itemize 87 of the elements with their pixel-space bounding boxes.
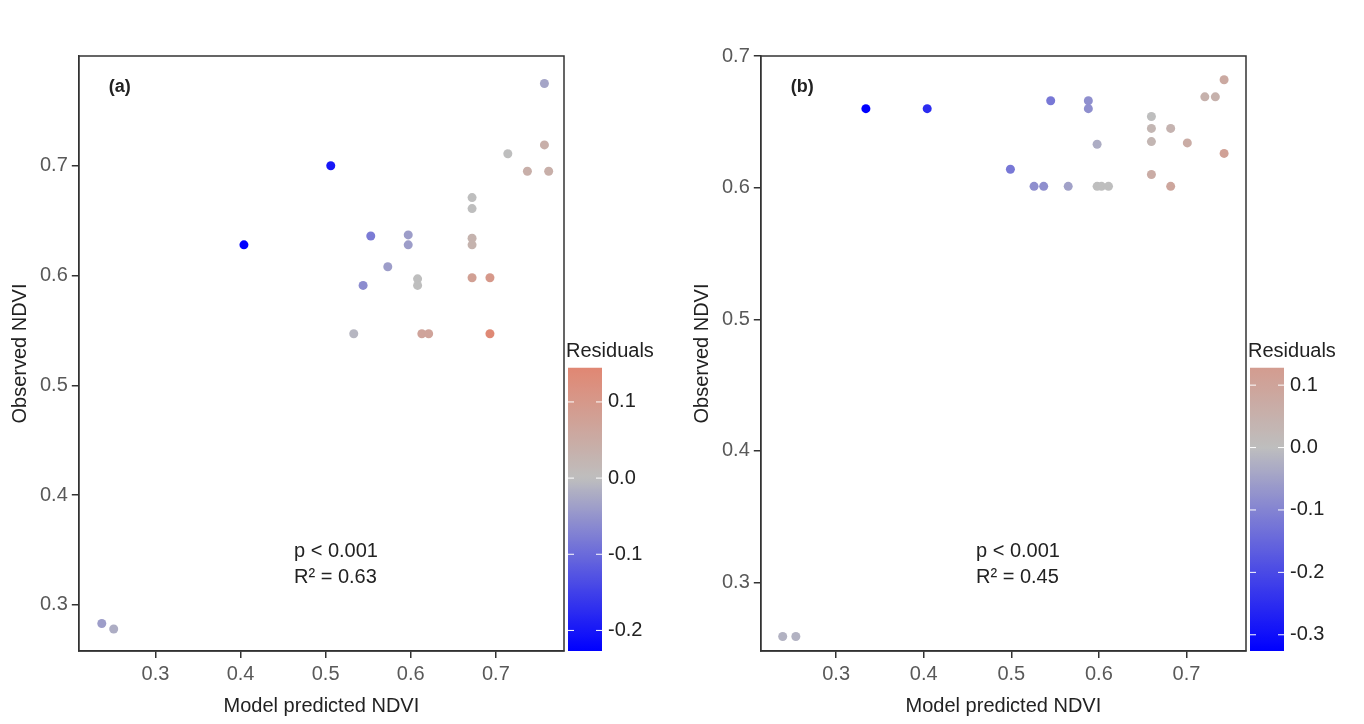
annotation: p < 0.001 bbox=[976, 538, 1060, 561]
x-tick-label: 0.6 bbox=[1084, 661, 1113, 684]
point bbox=[467, 204, 477, 214]
point bbox=[1210, 92, 1220, 102]
point bbox=[1083, 96, 1093, 106]
point bbox=[778, 632, 788, 642]
color-bar-title: Residuals bbox=[1248, 339, 1336, 362]
point bbox=[97, 619, 107, 629]
point bbox=[326, 161, 336, 171]
point bbox=[1083, 104, 1093, 114]
x-tick-label: 0.4 bbox=[909, 661, 938, 684]
point bbox=[485, 329, 495, 339]
point bbox=[485, 273, 495, 283]
y-axis-title: Observed NDVI bbox=[7, 283, 30, 424]
y-tick-label: 0.6 bbox=[39, 263, 68, 286]
point bbox=[1200, 92, 1210, 102]
y-tick-label: 0.5 bbox=[39, 372, 68, 395]
color-bar-label: -0.3 bbox=[1290, 622, 1325, 645]
y-tick-label: 0.7 bbox=[721, 43, 750, 66]
point bbox=[539, 78, 549, 88]
x-tick-label: 0.6 bbox=[396, 661, 425, 684]
point bbox=[239, 240, 249, 250]
color-bar-label: 0.1 bbox=[1290, 372, 1318, 395]
color-bar-label: 0.0 bbox=[1290, 435, 1318, 458]
point bbox=[791, 632, 801, 642]
x-tick-label: 0.7 bbox=[1172, 661, 1201, 684]
point bbox=[403, 240, 413, 250]
point bbox=[1219, 75, 1229, 85]
color-bar-label: 0.0 bbox=[608, 465, 636, 488]
point bbox=[1146, 137, 1156, 147]
point bbox=[1182, 138, 1192, 148]
point bbox=[544, 166, 554, 176]
x-axis-title: Model predicted NDVI bbox=[223, 693, 420, 716]
y-tick-label: 0.3 bbox=[721, 570, 750, 593]
point bbox=[1029, 181, 1039, 191]
point bbox=[1039, 181, 1049, 191]
point bbox=[1092, 139, 1102, 149]
color-bar-label: 0.1 bbox=[608, 389, 636, 412]
x-tick-label: 0.5 bbox=[311, 661, 340, 684]
annotation: (b) bbox=[790, 75, 814, 96]
point bbox=[467, 240, 477, 250]
y-tick-label: 0.4 bbox=[39, 482, 68, 505]
y-tick-label: 0.3 bbox=[39, 592, 68, 615]
color-bar-label: -0.2 bbox=[1290, 559, 1325, 582]
color-bar-title: Residuals bbox=[566, 339, 654, 362]
point bbox=[1104, 181, 1113, 191]
y-axis-title: Observed NDVI bbox=[689, 283, 712, 424]
annotation: R² = 0.63 bbox=[294, 564, 377, 587]
x-tick-label: 0.7 bbox=[482, 661, 510, 684]
y-tick-label: 0.4 bbox=[721, 438, 750, 461]
point bbox=[1146, 169, 1156, 179]
x-tick-label: 0.4 bbox=[226, 661, 255, 684]
point bbox=[366, 231, 376, 241]
color-bar-label: -0.1 bbox=[608, 541, 643, 564]
point bbox=[403, 230, 413, 240]
point bbox=[1146, 112, 1156, 122]
color-bar-label: -0.1 bbox=[1290, 497, 1325, 520]
point bbox=[503, 149, 513, 159]
point bbox=[539, 140, 549, 150]
point bbox=[383, 262, 393, 272]
point bbox=[467, 193, 477, 203]
point bbox=[358, 280, 368, 290]
point bbox=[467, 273, 477, 283]
x-tick-label: 0.3 bbox=[141, 661, 170, 684]
point bbox=[1166, 123, 1176, 133]
point bbox=[109, 624, 119, 634]
y-tick-label: 0.5 bbox=[721, 306, 750, 329]
point bbox=[1146, 123, 1156, 133]
annotation: R² = 0.45 bbox=[976, 564, 1059, 587]
point bbox=[922, 104, 932, 114]
x-axis-title: Model predicted NDVI bbox=[905, 693, 1102, 716]
annotation: (a) bbox=[108, 75, 131, 96]
annotation: p < 0.001 bbox=[294, 538, 378, 561]
point bbox=[1005, 164, 1015, 174]
x-tick-label: 0.3 bbox=[822, 661, 851, 684]
point bbox=[1063, 181, 1073, 191]
color-bar-label: -0.2 bbox=[608, 617, 643, 640]
point bbox=[349, 329, 359, 339]
point bbox=[522, 166, 532, 176]
point bbox=[861, 104, 871, 114]
x-tick-label: 0.5 bbox=[997, 661, 1026, 684]
point bbox=[1046, 96, 1056, 106]
y-tick-label: 0.6 bbox=[721, 175, 750, 198]
point bbox=[424, 329, 434, 339]
point bbox=[1166, 181, 1176, 191]
y-tick-label: 0.7 bbox=[39, 153, 68, 176]
point bbox=[1219, 148, 1229, 158]
